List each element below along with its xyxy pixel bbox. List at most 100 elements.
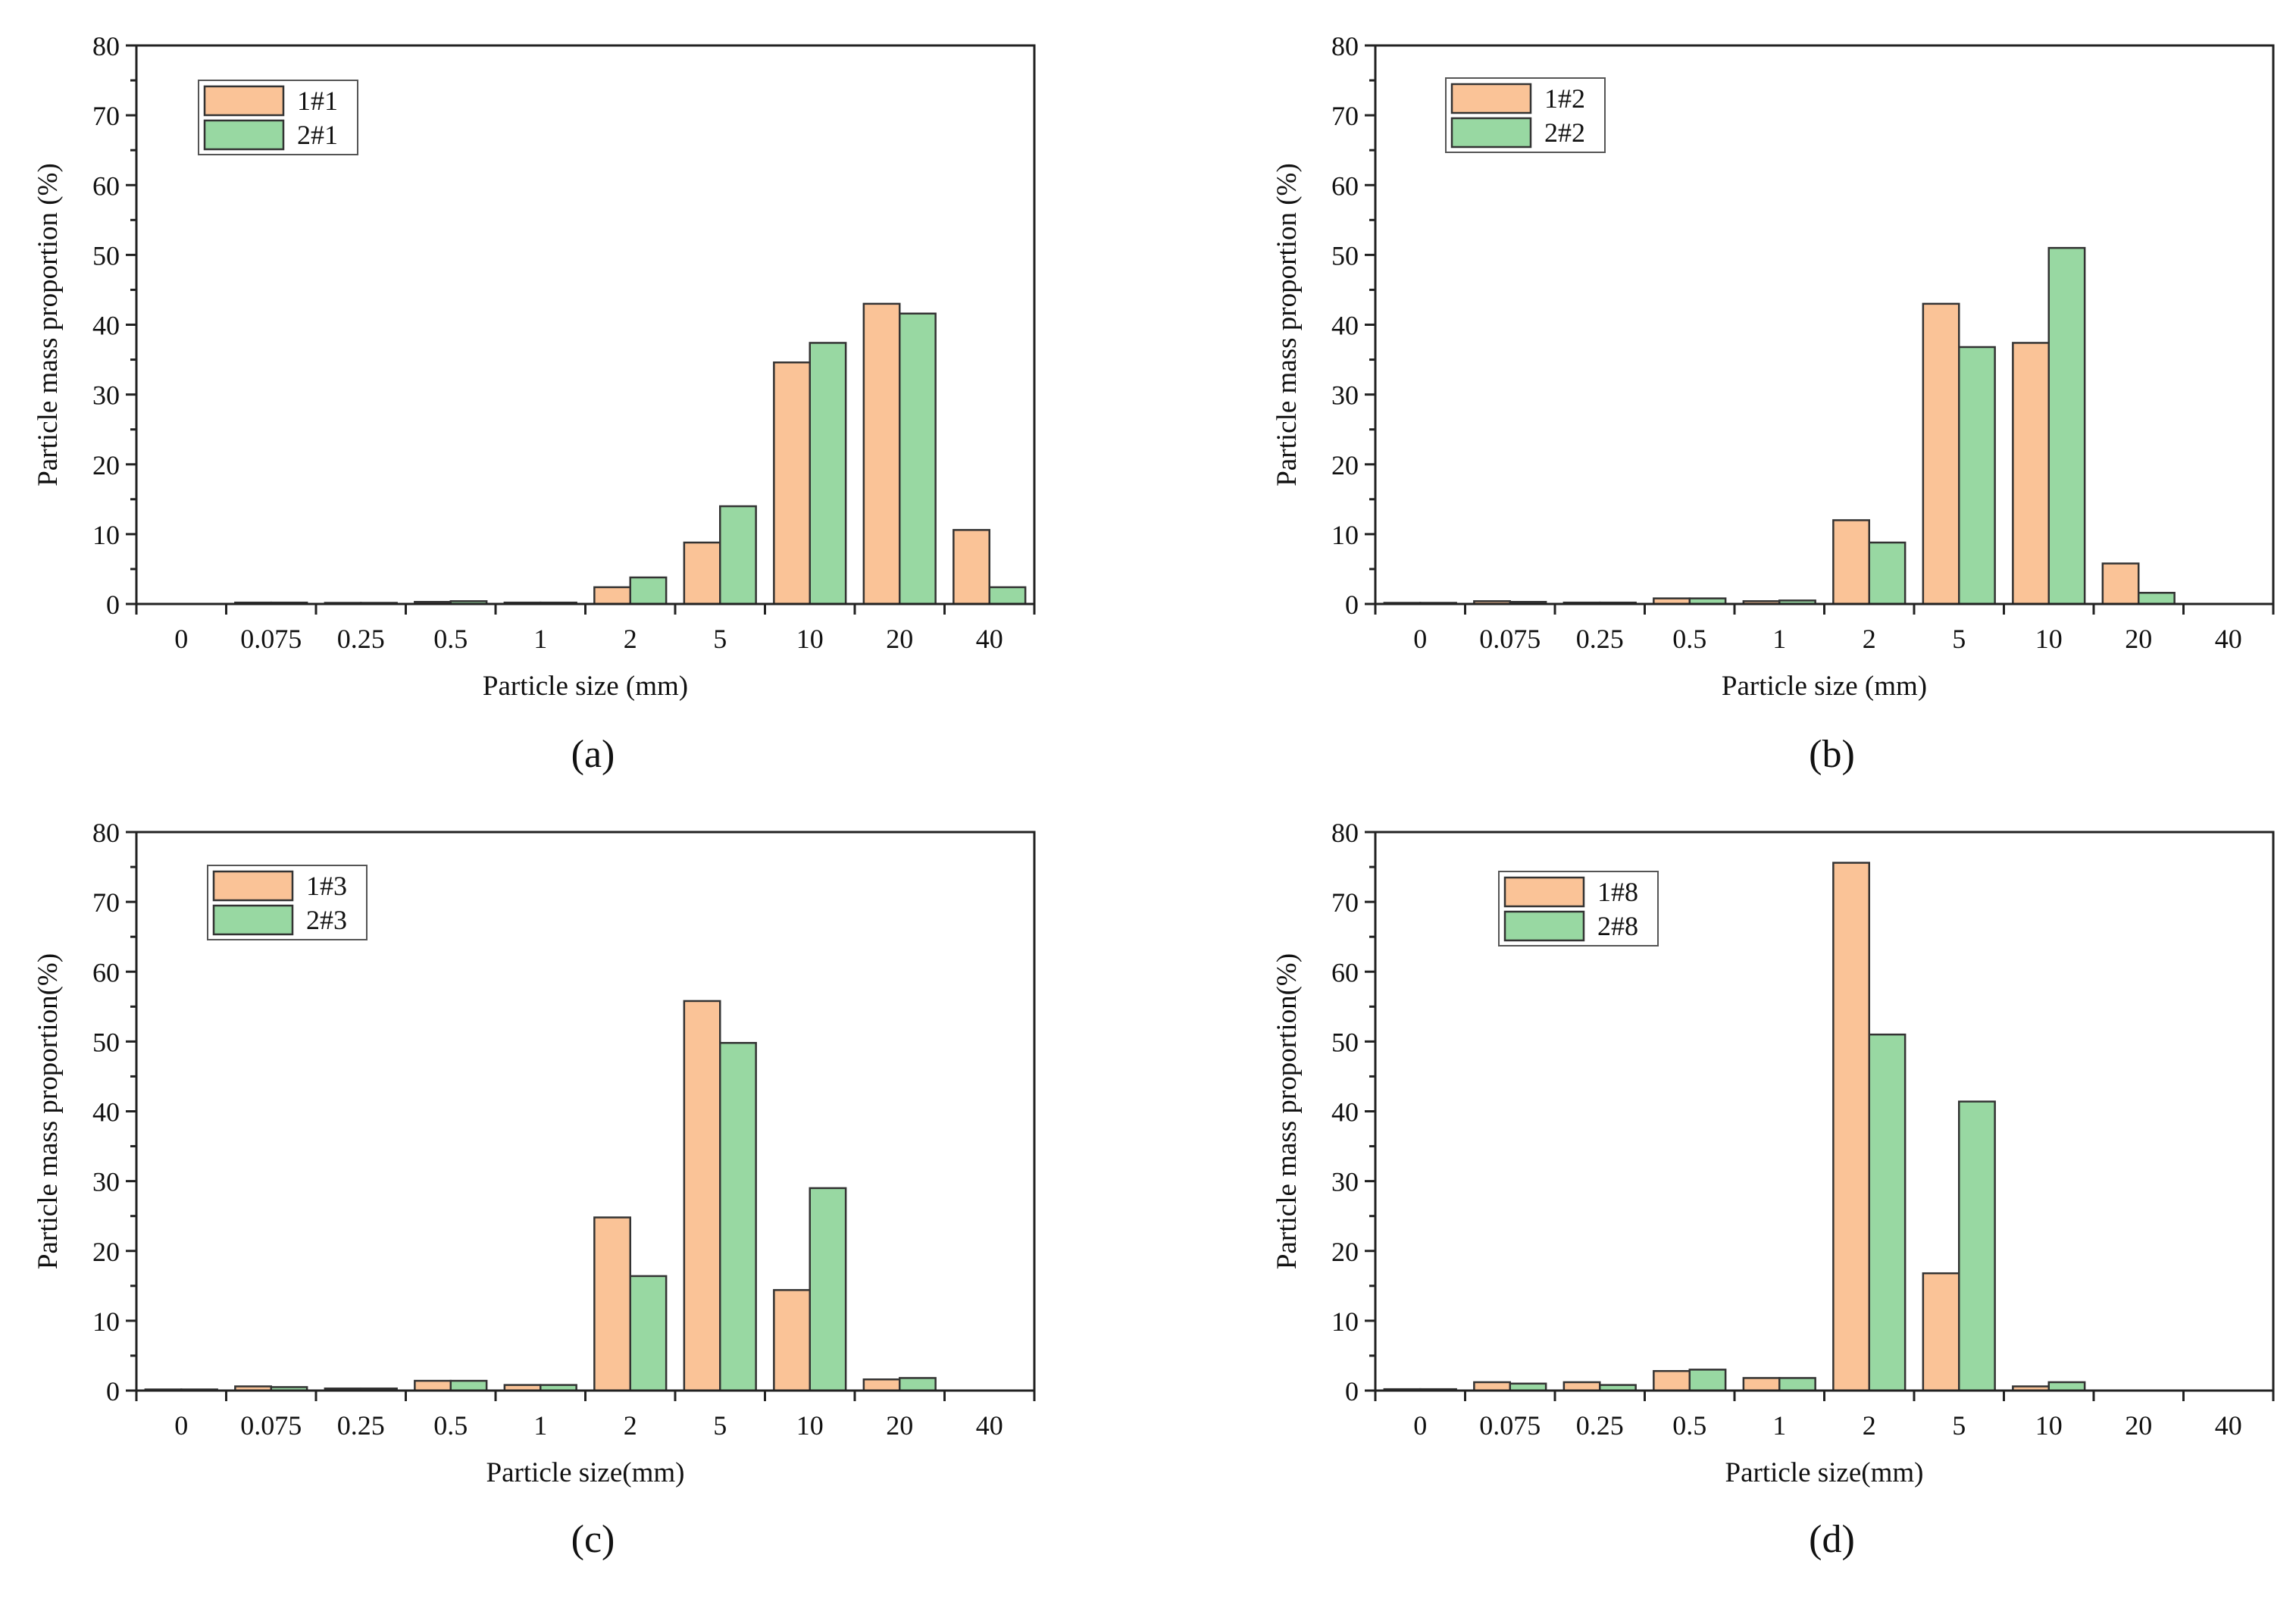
x-tick-label: 20 xyxy=(886,624,913,654)
legend-swatch-2#8 xyxy=(1503,910,1585,942)
y-tick-label: 10 xyxy=(1331,1306,1359,1337)
x-axis-title: Particle size (mm) xyxy=(1722,671,1927,702)
bar-2#2-2 xyxy=(1868,541,1907,605)
x-tick-label: 0.5 xyxy=(433,624,468,654)
bar-2#2-20 xyxy=(2138,592,2176,605)
legend-swatch-2#3 xyxy=(212,904,294,936)
y-tick-label: 30 xyxy=(92,1167,120,1197)
bar-2#1-10 xyxy=(809,342,847,605)
y-tick-label: 50 xyxy=(1331,240,1359,271)
legend: 1#22#2 xyxy=(1445,77,1606,153)
y-axis-title: Particle mass proportion(%) xyxy=(33,953,64,1269)
x-tick-label: 0.25 xyxy=(337,1410,385,1441)
y-axis-title: Particle mass proportion(%) xyxy=(1272,953,1303,1269)
x-tick-label: 0.075 xyxy=(240,1410,302,1441)
legend: 1#82#8 xyxy=(1498,871,1659,946)
x-tick-label: 20 xyxy=(2125,624,2152,654)
y-axis-title: Particle mass proportion (%) xyxy=(33,163,64,486)
chart-panel-a: 0 10 20 30 40 50 60 70 80 0 0.075 0.25 0.5 1 2 5 10 20 40 P… xyxy=(33,31,1036,776)
legend-swatch-1#1 xyxy=(203,85,285,117)
x-tick-label: 20 xyxy=(2125,1410,2152,1441)
x-tick-label: 2 xyxy=(624,624,637,654)
bar-1#1-10 xyxy=(773,361,811,605)
y-tick-label: 40 xyxy=(92,1097,120,1128)
x-tick-label: 0 xyxy=(174,1410,188,1441)
x-tick-label: 2 xyxy=(624,1410,637,1441)
y-tick-label: 40 xyxy=(92,311,120,341)
y-tick-label: 20 xyxy=(92,450,120,480)
y-tick-label: 80 xyxy=(1331,818,1359,848)
bar-2#3-0.5 xyxy=(449,1379,488,1392)
chart-panel-d: 0 10 20 30 40 50 60 70 80 0 0.075 0.25 0.5 1 2 5 10 20 40 P… xyxy=(1272,818,2275,1561)
bar-2#1-2 xyxy=(629,576,668,605)
bar-1#1-20 xyxy=(862,302,901,605)
x-tick-label: 0.25 xyxy=(1576,624,1624,654)
panel-label: (c) xyxy=(571,1518,615,1561)
panel-label: (d) xyxy=(1809,1518,1855,1561)
y-tick-label: 0 xyxy=(1345,590,1359,620)
x-tick-label: 0.075 xyxy=(1479,624,1541,654)
y-tick-label: 60 xyxy=(1331,957,1359,987)
legend-swatch-1#8 xyxy=(1503,876,1585,908)
x-tick-label: 0.25 xyxy=(1576,1410,1624,1441)
y-tick-label: 10 xyxy=(92,1306,120,1337)
x-tick-label: 5 xyxy=(1952,1410,1966,1441)
legend: 1#12#1 xyxy=(198,80,358,155)
chart-panel-b: 0 10 20 30 40 50 60 70 80 0 0.075 0.25 0.5 1 2 5 10 20 40 P… xyxy=(1272,31,2275,776)
bar-1#2-5 xyxy=(1922,302,1960,605)
y-tick-label: 70 xyxy=(92,101,120,131)
bar-1#8-5 xyxy=(1922,1272,1960,1392)
bar-2#8-2 xyxy=(1868,1033,1907,1392)
bar-2#8-1 xyxy=(1778,1377,1816,1392)
x-axis-title: Particle size(mm) xyxy=(486,1457,685,1488)
bar-1#1-40 xyxy=(952,529,990,605)
bar-1#1-2 xyxy=(593,586,631,605)
legend: 1#32#3 xyxy=(207,865,368,940)
x-tick-label: 2 xyxy=(1863,624,1876,654)
y-tick-label: 60 xyxy=(92,957,120,987)
bar-1#3-10 xyxy=(773,1289,811,1392)
x-tick-label: 10 xyxy=(2035,1410,2063,1441)
y-tick-label: 0 xyxy=(106,590,120,620)
bar-2#8-10 xyxy=(2047,1381,2086,1392)
x-tick-label: 0 xyxy=(1413,1410,1427,1441)
x-tick-label: 0 xyxy=(174,624,188,654)
y-tick-label: 20 xyxy=(1331,1237,1359,1267)
legend-label: 2#2 xyxy=(1544,117,1585,148)
y-tick-label: 80 xyxy=(1331,31,1359,61)
x-tick-label: 40 xyxy=(2215,1410,2242,1441)
bar-1#8-0.5 xyxy=(1653,1369,1691,1392)
bar-2#1-40 xyxy=(988,586,1027,605)
bar-1#8-1 xyxy=(1742,1377,1781,1392)
x-tick-label: 0.5 xyxy=(1672,624,1706,654)
bar-2#3-20 xyxy=(899,1377,937,1392)
panel-label: (b) xyxy=(1809,733,1855,776)
x-tick-label: 5 xyxy=(713,624,727,654)
x-tick-label: 40 xyxy=(2215,624,2242,654)
x-tick-label: 10 xyxy=(796,1410,824,1441)
y-tick-label: 20 xyxy=(1331,450,1359,480)
y-tick-label: 30 xyxy=(92,380,120,411)
bar-2#3-5 xyxy=(719,1041,757,1392)
x-tick-label: 1 xyxy=(1772,1410,1786,1441)
y-tick-label: 40 xyxy=(1331,311,1359,341)
bar-2#3-2 xyxy=(629,1275,668,1392)
y-tick-label: 50 xyxy=(92,240,120,271)
y-tick-label: 80 xyxy=(92,818,120,848)
y-tick-label: 80 xyxy=(92,31,120,61)
x-tick-label: 10 xyxy=(796,624,824,654)
x-tick-label: 10 xyxy=(2035,624,2063,654)
bar-1#3-2 xyxy=(593,1216,631,1392)
bar-1#3-20 xyxy=(862,1378,901,1392)
y-tick-label: 60 xyxy=(1331,171,1359,201)
x-tick-label: 1 xyxy=(533,624,547,654)
x-tick-label: 5 xyxy=(713,1410,727,1441)
y-tick-label: 60 xyxy=(92,171,120,201)
x-tick-label: 2 xyxy=(1863,1410,1876,1441)
x-tick-label: 0.5 xyxy=(433,1410,468,1441)
x-axis-title: Particle size(mm) xyxy=(1725,1457,1924,1488)
y-tick-label: 10 xyxy=(1331,520,1359,550)
legend-label: 1#3 xyxy=(306,871,347,901)
